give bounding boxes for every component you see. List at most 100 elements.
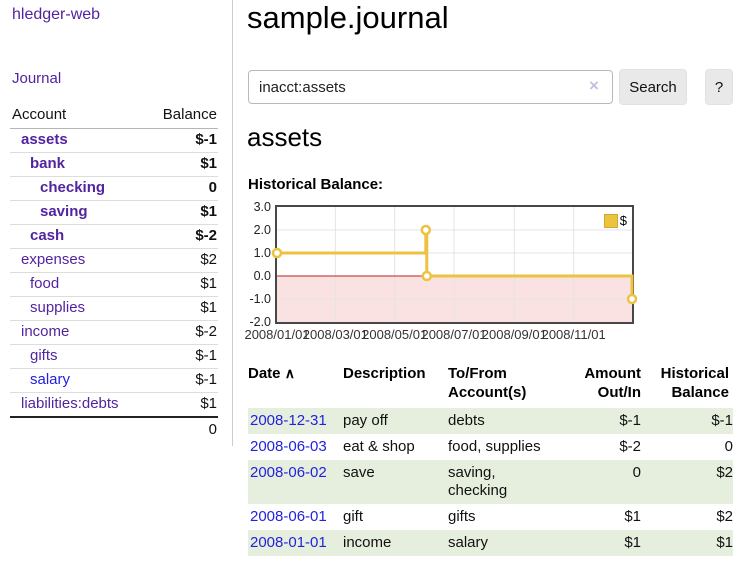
account-column-header: Account (10, 102, 147, 129)
account-balance: $-1 (146, 128, 218, 153)
balance-column-header: Historical Balance (660, 365, 729, 401)
account-balance: $2 (146, 248, 218, 273)
x-tick-label: 2008/03/01 (302, 327, 368, 342)
transaction-balance: $2 (716, 508, 733, 525)
transaction-amount: $1 (558, 530, 645, 556)
transaction-description: income (343, 530, 448, 556)
transaction-accounts: saving, checking (448, 460, 558, 504)
date-column-header[interactable]: Date ∧ (248, 365, 295, 382)
chart-plot-area: $ (271, 205, 638, 324)
accounts-balance-table: Account Balance assets $-1 bank $1 check… (10, 102, 218, 442)
account-balance: $-1 (146, 368, 218, 393)
register-row: 2008-12-31 pay off debts $-1 $-1 (248, 408, 733, 434)
amount-column-header: Amount Out/In (584, 365, 641, 401)
app-title-link[interactable]: hledger-web (12, 6, 101, 23)
transaction-amount: $-2 (619, 438, 641, 455)
transaction-date-link[interactable]: 2008-06-02 (250, 464, 327, 481)
account-row: salary $-1 (10, 368, 218, 393)
sidebar-item-journal[interactable]: Journal (12, 70, 62, 87)
account-row: expenses $2 (10, 248, 218, 273)
account-link-assets[interactable]: assets (21, 131, 68, 148)
account-row: liabilities:debts $1 (10, 393, 218, 418)
x-tick-label: 2008/09/01 (481, 327, 547, 342)
transaction-date-link[interactable]: 2008-01-01 (250, 534, 327, 551)
search-input[interactable] (248, 70, 613, 104)
accounts-column-header: To/From Account(s) (448, 365, 527, 401)
legend-swatch-icon (603, 213, 618, 228)
historical-balance-chart: 3.0 2.0 1.0 0.0 -1.0 -2.0 $ 2008/01/01 2008/03… (241, 200, 641, 350)
account-balance: $-1 (146, 344, 218, 369)
account-balance: $1 (146, 152, 218, 177)
transaction-date-link[interactable]: 2008-12-31 (250, 412, 327, 429)
transaction-date-link[interactable]: 2008-06-03 (250, 438, 327, 455)
accounts-total-row: 0 (10, 416, 218, 442)
account-link-expenses[interactable]: expenses (21, 251, 86, 268)
x-tick-label: 2008/05/01 (362, 327, 428, 342)
register-table: Date ∧ Description To/From Account(s) Am… (248, 362, 733, 556)
transaction-description: pay off (343, 408, 448, 434)
account-balance: $1 (146, 200, 218, 225)
account-link-supplies[interactable]: supplies (30, 299, 86, 316)
register-row: 2008-01-01 income salary $1 $1 (248, 530, 733, 556)
transaction-balance: $1 (645, 530, 733, 556)
y-tick-label: 1.0 (253, 246, 271, 260)
account-link-liabilities-debts[interactable]: liabilities:debts (21, 395, 119, 412)
account-link-saving[interactable]: saving (40, 203, 88, 220)
transaction-description: gift (343, 508, 364, 525)
transaction-amount: $-1 (558, 408, 645, 434)
register-row: 2008-06-02 save saving, checking 0 $2 (248, 460, 733, 504)
account-balance: $1 (200, 395, 217, 412)
y-tick-label: 0.0 (253, 269, 271, 283)
transaction-balance: 0 (724, 438, 733, 455)
account-link-bank[interactable]: bank (30, 155, 66, 172)
transaction-accounts: salary (448, 530, 558, 556)
account-link-income[interactable]: income (21, 323, 70, 340)
account-link-food[interactable]: food (30, 275, 60, 292)
historical-balance-label: Historical Balance: (248, 176, 384, 193)
legend-label: $ (619, 213, 627, 228)
transaction-amount: $1 (624, 508, 641, 525)
account-balance: $-2 (146, 224, 218, 249)
transaction-accounts: debts (448, 408, 558, 434)
transaction-description: eat & shop (343, 438, 415, 455)
account-balance: 0 (146, 176, 218, 201)
transaction-date-link[interactable]: 2008-06-01 (250, 508, 327, 525)
account-link-salary[interactable]: salary (30, 371, 71, 388)
chart-legend: $ (603, 213, 627, 228)
y-tick-label: 2.0 (253, 223, 271, 237)
register-header-row: Date ∧ Description To/From Account(s) Am… (248, 362, 733, 408)
transaction-balance: $2 (645, 460, 733, 504)
account-link-cash[interactable]: cash (30, 227, 65, 244)
account-balance: $-2 (146, 320, 218, 345)
account-balance: $1 (146, 296, 218, 321)
sort-ascending-icon: ∧ (284, 365, 295, 381)
y-tick-label: 3.0 (253, 200, 271, 214)
x-tick-label: 2008/01/01 (244, 327, 310, 342)
account-row: assets $-1 (10, 128, 218, 153)
clear-search-icon[interactable]: × (589, 76, 599, 95)
register-row: 2008-06-03 eat & shop food, supplies $-2… (248, 434, 733, 460)
search-button[interactable]: Search (619, 69, 687, 105)
account-view-title: assets (247, 122, 323, 152)
description-column-header: Description (343, 365, 426, 382)
x-tick-label: 2008/07/01 (421, 327, 487, 342)
account-balance: $1 (146, 272, 218, 297)
balance-column-header: Balance (146, 102, 218, 129)
accounts-total-value: 0 (146, 416, 218, 442)
transaction-balance: $-1 (645, 408, 733, 434)
account-row: cash $-2 (10, 224, 218, 249)
accounts-header-row: Account Balance (10, 102, 218, 129)
account-row: income $-2 (10, 320, 218, 345)
sidebar: hledger-web Journal Account Balance asse… (0, 0, 233, 446)
account-row: checking 0 (10, 176, 218, 201)
help-button[interactable]: ? (705, 69, 733, 105)
account-row: bank $1 (10, 152, 218, 177)
chart-canvas (271, 207, 638, 322)
account-link-gifts[interactable]: gifts (30, 347, 58, 364)
transaction-accounts: food, supplies (448, 438, 541, 455)
register-row: 2008-06-01 gift gifts $1 $2 (248, 504, 733, 530)
account-row: supplies $1 (10, 296, 218, 321)
account-link-checking[interactable]: checking (40, 179, 106, 196)
account-row: food $1 (10, 272, 218, 297)
